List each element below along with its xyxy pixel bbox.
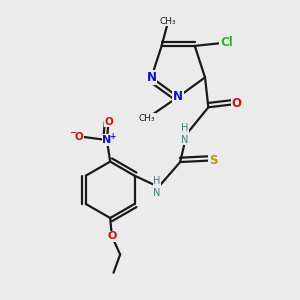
Text: S: S bbox=[209, 154, 218, 167]
Text: O: O bbox=[74, 132, 83, 142]
Text: +: + bbox=[110, 132, 116, 141]
Text: CH₃: CH₃ bbox=[138, 114, 155, 123]
Text: O: O bbox=[104, 117, 113, 127]
Text: H
N: H N bbox=[182, 123, 189, 145]
Text: O: O bbox=[232, 98, 242, 110]
Text: −: − bbox=[69, 128, 76, 137]
Text: N: N bbox=[146, 71, 156, 84]
Text: H
N: H N bbox=[153, 176, 161, 198]
Text: O: O bbox=[107, 231, 116, 241]
Text: Cl: Cl bbox=[220, 36, 233, 49]
Text: CH₃: CH₃ bbox=[160, 16, 177, 26]
Text: N: N bbox=[173, 90, 183, 104]
Text: N: N bbox=[102, 135, 112, 145]
